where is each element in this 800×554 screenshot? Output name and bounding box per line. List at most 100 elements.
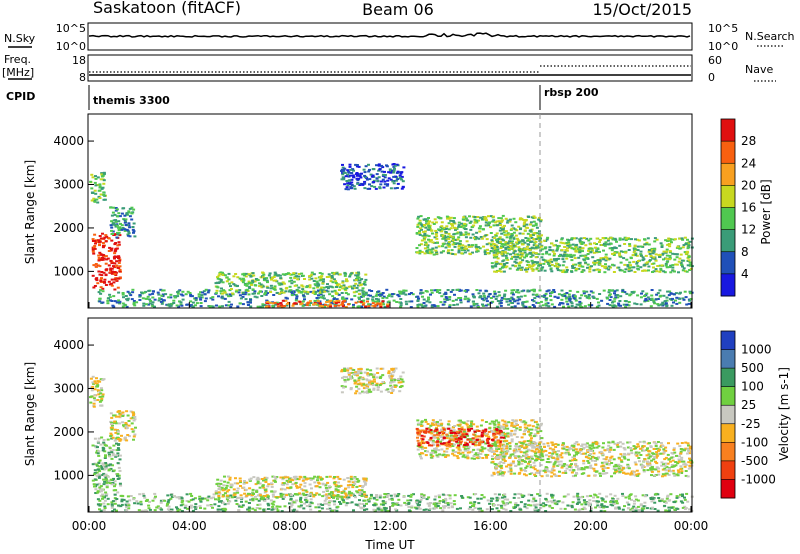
heatmap-cell-1-4 [264, 490, 268, 493]
heatmap-cell-1-3 [184, 504, 188, 507]
heatmap-cell-0-7 [496, 250, 500, 253]
heatmap-cell-0-0 [102, 244, 105, 247]
heatmap-cell-0-5 [387, 177, 391, 180]
heatmap-cell-1-3 [614, 500, 618, 503]
heatmap-cell-1-4 [303, 475, 307, 478]
heatmap-cell-0-7 [586, 266, 589, 269]
heatmap-cell-1-3 [579, 496, 583, 499]
heatmap-cell-0-3 [567, 293, 571, 296]
heatmap-cell-0-7 [598, 241, 601, 244]
heatmap-cell-1-4 [261, 485, 265, 488]
heatmap-cell-1-3 [167, 505, 171, 508]
heatmap-cell-1-2 [133, 415, 137, 418]
heatmap-cell-1-4 [281, 478, 285, 481]
heatmap-cell-0-4 [256, 292, 260, 295]
heatmap-cell-0-3 [684, 296, 688, 299]
heatmap-cell-0-5 [372, 181, 376, 183]
heatmap-cell-1-4 [217, 495, 221, 497]
heatmap-cell-1-4 [279, 495, 283, 498]
heatmap-cell-0-3 [608, 304, 612, 307]
heatmap-cell-0-3 [507, 303, 511, 306]
heatmap-cell-0-6 [532, 224, 535, 227]
heatmap-cell-0-3 [518, 298, 522, 301]
heatmap-cell-0-7 [545, 238, 549, 241]
heatmap-cell-1-3 [645, 507, 649, 510]
heatmap-cell-0-8 [328, 300, 332, 302]
heatmap-cell-0-4 [334, 282, 338, 284]
heatmap-cell-0-7 [596, 268, 600, 271]
heatmap-cell-0-6 [425, 251, 429, 254]
heatmap-cell-1-3 [576, 497, 580, 500]
heatmap-cell-0-3 [402, 289, 406, 292]
heatmap-cell-1-0 [100, 466, 104, 469]
heatmap-cell-0-5 [356, 182, 360, 185]
heatmap-cell-0-7 [512, 244, 516, 247]
heatmap-cell-1-4 [326, 481, 330, 484]
heatmap-cell-0-5 [401, 186, 405, 189]
heatmap-cell-0-7 [500, 253, 504, 256]
heatmap-cell-1-3 [683, 505, 687, 508]
heatmap-cell-0-3 [644, 299, 648, 302]
heatmap-cell-1-3 [422, 496, 426, 499]
colorbar-tick-label: 28 [741, 134, 756, 148]
heatmap-cell-0-6 [506, 232, 510, 235]
heatmap-cell-0-6 [481, 218, 485, 220]
heatmap-cell-0-7 [548, 246, 552, 249]
heatmap-cell-1-3 [656, 509, 660, 512]
heatmap-cell-1-3 [230, 496, 234, 499]
heatmap-cell-1-0 [105, 486, 109, 489]
heatmap-cell-0-4 [259, 283, 263, 286]
heatmap-cell-0-3 [332, 298, 336, 300]
heatmap-cell-0-3 [241, 293, 245, 296]
heatmap-cell-0-3 [148, 298, 152, 301]
heatmap-cell-1-3 [599, 509, 603, 512]
heatmap-cell-0-0 [101, 246, 105, 249]
heatmap-cell-0-5 [368, 178, 372, 181]
heatmap-cell-1-5 [397, 381, 401, 384]
heatmap-cell-0-5 [398, 174, 402, 177]
heatmap-cell-0-7 [559, 253, 563, 256]
heatmap-cell-0-3 [371, 299, 375, 302]
heatmap-cell-1-3 [621, 508, 625, 511]
heatmap-cell-0-6 [415, 232, 419, 234]
heatmap-cell-0-3 [159, 298, 163, 301]
heatmap-cell-0-6 [523, 249, 527, 252]
heatmap-cell-1-5 [366, 385, 370, 388]
heatmap-cell-0-0 [102, 257, 106, 260]
heatmap-cell-0-4 [343, 288, 347, 291]
heatmap-cell-0-1 [102, 173, 106, 176]
heatmap-cell-0-4 [335, 283, 339, 286]
heatmap-cell-1-3 [397, 498, 401, 501]
heatmap-cell-0-5 [346, 169, 350, 172]
heatmap-cell-1-3 [605, 505, 609, 508]
heatmap-cell-0-7 [555, 248, 559, 251]
heatmap-cell-0-7 [539, 240, 543, 243]
heatmap-cell-1-3 [256, 503, 260, 506]
heatmap-cell-0-3 [130, 298, 134, 301]
heatmap-cell-0-3 [204, 288, 208, 291]
heatmap-cell-0-7 [591, 256, 595, 259]
heatmap-cell-0-7 [580, 243, 584, 245]
heatmap-cell-0-2 [111, 211, 115, 214]
heatmap-cell-0-7 [524, 254, 528, 257]
heatmap-cell-0-6 [473, 216, 477, 218]
heatmap-cell-0-3 [157, 293, 161, 296]
heatmap-cell-0-0 [112, 281, 116, 284]
heatmap-cell-0-4 [269, 291, 273, 293]
heatmap-cell-1-4 [355, 490, 359, 493]
heatmap-cell-0-2 [117, 220, 121, 223]
heatmap-cell-0-6 [540, 234, 543, 237]
heatmap-cell-0-8 [285, 302, 289, 305]
heatmap-cell-0-4 [352, 287, 356, 290]
heatmap-cell-1-3 [586, 501, 590, 504]
heatmap-cell-0-6 [518, 218, 522, 221]
heatmap-cell-1-3 [110, 504, 114, 507]
heatmap-cell-0-3 [423, 305, 427, 308]
heatmap-cell-0-5 [383, 170, 386, 173]
heatmap-cell-1-3 [571, 501, 575, 504]
heatmap-cell-1-3 [634, 498, 638, 501]
heatmap-cell-0-7 [660, 246, 664, 248]
heatmap-cell-0-3 [194, 297, 198, 300]
heatmap-cell-0-6 [477, 246, 481, 249]
heatmap-cell-0-5 [358, 175, 362, 177]
